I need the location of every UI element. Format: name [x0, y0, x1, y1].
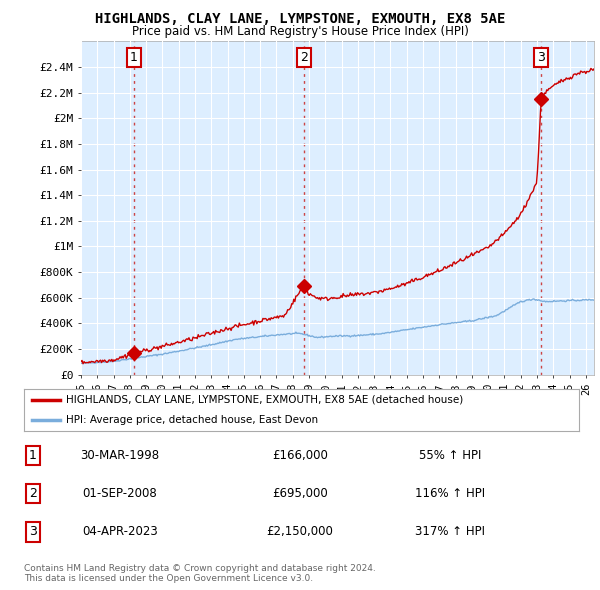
Text: 1: 1 — [130, 51, 138, 64]
Text: 30-MAR-1998: 30-MAR-1998 — [80, 448, 160, 462]
Text: 1: 1 — [29, 448, 37, 462]
Text: £695,000: £695,000 — [272, 487, 328, 500]
Text: £2,150,000: £2,150,000 — [266, 525, 334, 539]
Text: Price paid vs. HM Land Registry's House Price Index (HPI): Price paid vs. HM Land Registry's House … — [131, 25, 469, 38]
Text: 01-SEP-2008: 01-SEP-2008 — [83, 487, 157, 500]
Text: HIGHLANDS, CLAY LANE, LYMPSTONE, EXMOUTH, EX8 5AE (detached house): HIGHLANDS, CLAY LANE, LYMPSTONE, EXMOUTH… — [65, 395, 463, 405]
Text: 116% ↑ HPI: 116% ↑ HPI — [415, 487, 485, 500]
Text: 3: 3 — [29, 525, 37, 539]
Text: 2: 2 — [299, 51, 308, 64]
Text: 317% ↑ HPI: 317% ↑ HPI — [415, 525, 485, 539]
Text: HPI: Average price, detached house, East Devon: HPI: Average price, detached house, East… — [65, 415, 318, 425]
Text: HIGHLANDS, CLAY LANE, LYMPSTONE, EXMOUTH, EX8 5AE: HIGHLANDS, CLAY LANE, LYMPSTONE, EXMOUTH… — [95, 12, 505, 26]
Text: £166,000: £166,000 — [272, 448, 328, 462]
Text: 55% ↑ HPI: 55% ↑ HPI — [419, 448, 481, 462]
Text: 04-APR-2023: 04-APR-2023 — [82, 525, 158, 539]
Text: Contains HM Land Registry data © Crown copyright and database right 2024.
This d: Contains HM Land Registry data © Crown c… — [24, 563, 376, 583]
Text: 2: 2 — [29, 487, 37, 500]
Text: 3: 3 — [537, 51, 545, 64]
